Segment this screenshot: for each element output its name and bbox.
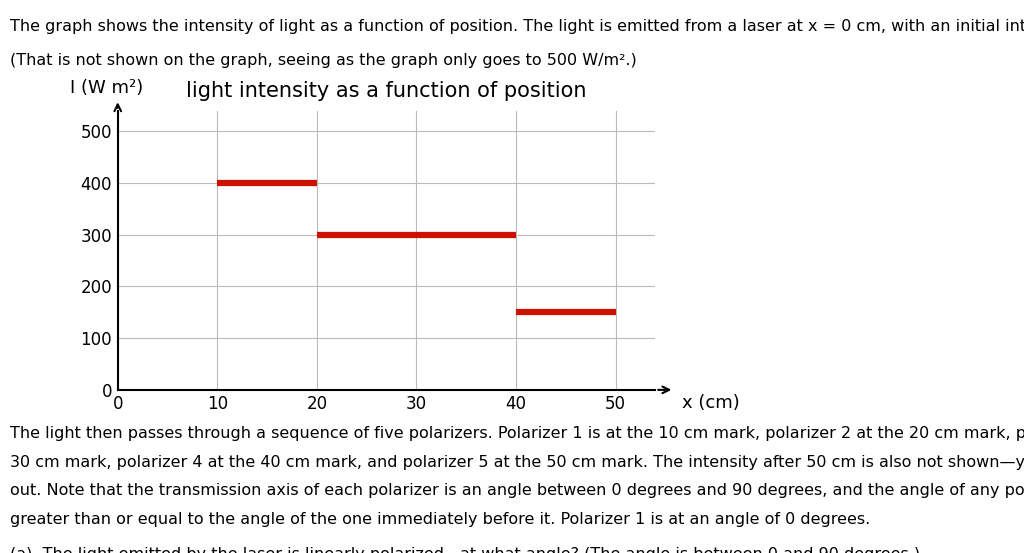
Text: (That is not shown on the graph, seeing as the graph only goes to 500 W/m².): (That is not shown on the graph, seeing … (10, 53, 637, 67)
Text: (a)  The light emitted by the laser is linearly polarized—at what angle? (The an: (a) The light emitted by the laser is li… (10, 547, 921, 553)
Text: out. Note that the transmission axis of each polarizer is an angle between 0 deg: out. Note that the transmission axis of … (10, 483, 1024, 498)
Text: The light then passes through a sequence of five polarizers. Polarizer 1 is at t: The light then passes through a sequence… (10, 426, 1024, 441)
Text: The graph shows the intensity of light as a function of position. The light is e: The graph shows the intensity of light a… (10, 19, 1024, 34)
Title: light intensity as a function of position: light intensity as a function of positio… (186, 81, 587, 101)
Text: 30 cm mark, polarizer 4 at the 40 cm mark, and polarizer 5 at the 50 cm mark. Th: 30 cm mark, polarizer 4 at the 40 cm mar… (10, 455, 1024, 469)
Text: x (cm): x (cm) (682, 394, 740, 412)
Text: I (W m²): I (W m²) (70, 79, 143, 97)
Text: greater than or equal to the angle of the one immediately before it. Polarizer 1: greater than or equal to the angle of th… (10, 512, 870, 527)
